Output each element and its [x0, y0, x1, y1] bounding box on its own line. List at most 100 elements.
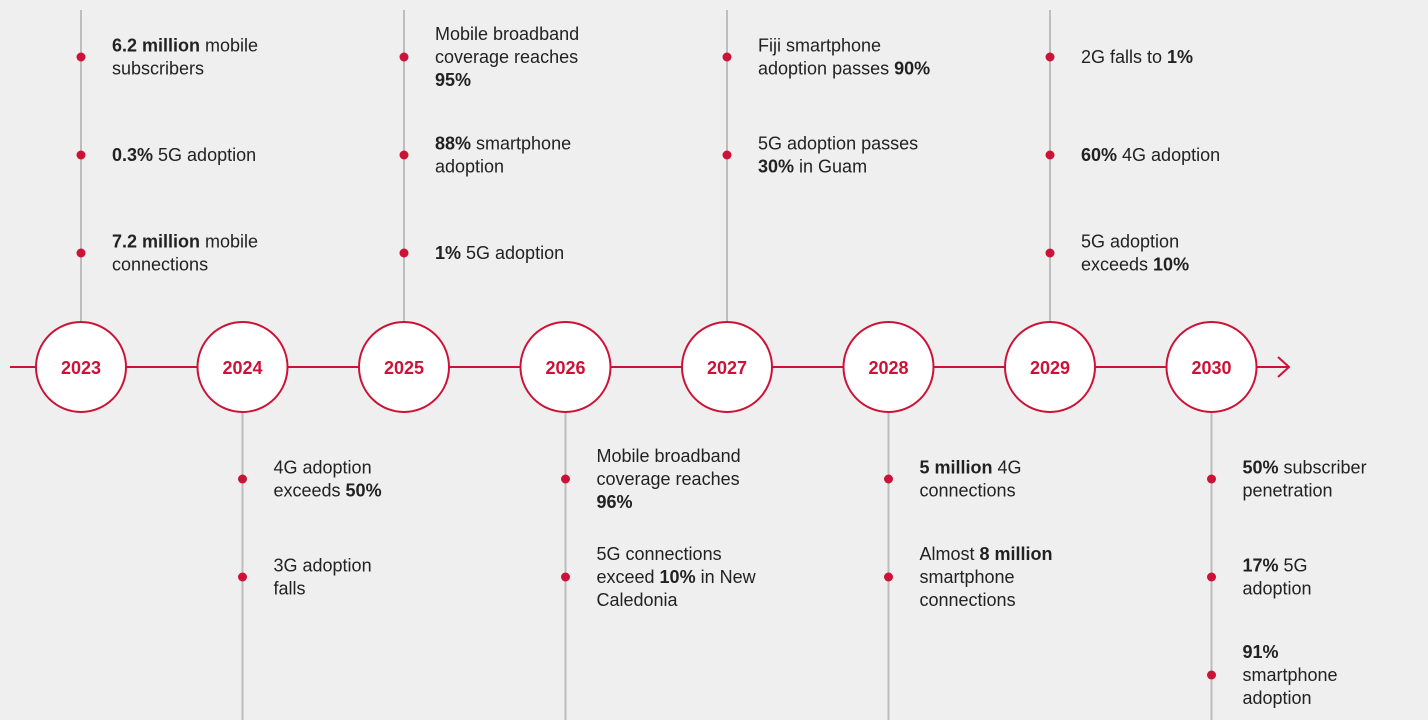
year-label: 2023 — [61, 358, 101, 378]
text-part: exceed — [597, 567, 660, 587]
bullet — [722, 150, 732, 160]
item-text: adoption — [435, 157, 504, 177]
text-part: mobile — [200, 36, 258, 56]
bullet — [561, 572, 570, 582]
text-part: subscriber — [1279, 458, 1367, 478]
year-label: 2029 — [1030, 358, 1070, 378]
text-part: 10% — [660, 567, 696, 587]
item-text: 60% 4G adoption — [1081, 145, 1220, 165]
year-label: 2027 — [707, 358, 747, 378]
item-text: connections — [112, 255, 208, 275]
text-part: 0.3% — [112, 145, 153, 165]
text-part: 30% — [758, 157, 794, 177]
text-part: 5G connections — [597, 544, 722, 564]
item-text: 5 million 4G — [920, 458, 1022, 478]
item-text: 1% 5G adoption — [435, 243, 564, 263]
year-circle — [519, 321, 612, 413]
text-part: Fiji smartphone — [758, 36, 881, 56]
item-text: 95% — [435, 70, 471, 90]
text-part: penetration — [1243, 481, 1333, 501]
text-part: 5G adoption passes — [758, 134, 918, 154]
text-part: 10% — [1153, 255, 1189, 275]
item-text: Fiji smartphone — [758, 36, 881, 56]
text-part: 1% — [1167, 47, 1193, 67]
bullet — [722, 52, 732, 62]
bullet — [1207, 474, 1216, 484]
item-text: connections — [920, 590, 1016, 610]
text-part: coverage reaches — [597, 469, 740, 489]
text-part: Mobile broadband — [435, 24, 579, 44]
year-label: 2025 — [384, 358, 424, 378]
item-text: 2G falls to 1% — [1081, 47, 1193, 67]
item-text: 4G adoption — [274, 458, 372, 478]
bullet — [561, 474, 570, 484]
bullet — [399, 248, 409, 258]
text-part: smartphone — [920, 567, 1015, 587]
bullet — [1045, 248, 1055, 258]
item-text: 7.2 million mobile — [112, 232, 258, 252]
bullet — [399, 52, 409, 62]
item-text: Almost 8 million — [920, 544, 1053, 564]
text-part: subscribers — [112, 59, 204, 79]
text-part: in New — [696, 567, 757, 587]
item-text: 3G adoption — [274, 556, 372, 576]
item-text: adoption — [1243, 579, 1312, 599]
text-part: in Guam — [794, 157, 867, 177]
text-part: 8 million — [980, 544, 1053, 564]
item-text: Mobile broadband — [597, 446, 741, 466]
item-text: 5G adoption passes — [758, 134, 918, 154]
text-part: 4G adoption — [274, 458, 372, 478]
year-label: 2026 — [545, 358, 585, 378]
text-part: 50% — [346, 481, 382, 501]
text-part: 5G adoption — [461, 243, 564, 263]
text-part: adoption passes — [758, 59, 894, 79]
item-text: exceeds 10% — [1081, 255, 1189, 275]
item-text: adoption — [1243, 688, 1312, 708]
text-part: 2G falls to — [1081, 47, 1167, 67]
text-part: smartphone — [471, 134, 571, 154]
text-part: 60% — [1081, 145, 1117, 165]
year-label: 2028 — [868, 358, 908, 378]
year-circle — [358, 321, 450, 413]
year-circle — [681, 321, 773, 413]
text-part: 4G adoption — [1117, 145, 1220, 165]
text-part: 91% — [1243, 642, 1279, 662]
bullet — [238, 572, 247, 582]
text-part: exceeds — [274, 481, 346, 501]
item-text: penetration — [1243, 481, 1333, 501]
text-part: 5 million — [920, 458, 993, 478]
text-part: 7.2 million — [112, 232, 200, 252]
bullet — [1207, 572, 1216, 582]
text-part: 50% — [1243, 458, 1279, 478]
year-circle — [35, 321, 127, 413]
item-text: connections — [920, 481, 1016, 501]
bullet — [399, 150, 409, 160]
year-label: 2024 — [222, 358, 262, 378]
year-circle — [1165, 321, 1258, 413]
year-circle — [842, 321, 935, 413]
item-text: coverage reaches — [435, 47, 578, 67]
item-text: smartphone — [1243, 665, 1338, 685]
item-text: 0.3% 5G adoption — [112, 145, 256, 165]
text-part: connections — [112, 255, 208, 275]
item-text: exceed 10% in New — [597, 567, 757, 587]
text-part: exceeds — [1081, 255, 1153, 275]
bullet — [76, 248, 86, 258]
item-text: 91% — [1243, 642, 1279, 662]
text-part: 88% — [435, 134, 471, 154]
item-text: exceeds 50% — [274, 481, 382, 501]
text-part: 5G adoption — [153, 145, 256, 165]
text-part: adoption — [435, 157, 504, 177]
item-text: falls — [274, 579, 306, 599]
bullet — [76, 52, 86, 62]
text-part: smartphone — [1243, 665, 1338, 685]
text-part: 1% — [435, 243, 461, 263]
text-part: 4G — [993, 458, 1022, 478]
item-text: 17% 5G — [1243, 556, 1308, 576]
text-part: 95% — [435, 70, 471, 90]
text-part: 17% — [1243, 556, 1279, 576]
bullet — [884, 572, 893, 582]
text-part: adoption — [1243, 688, 1312, 708]
